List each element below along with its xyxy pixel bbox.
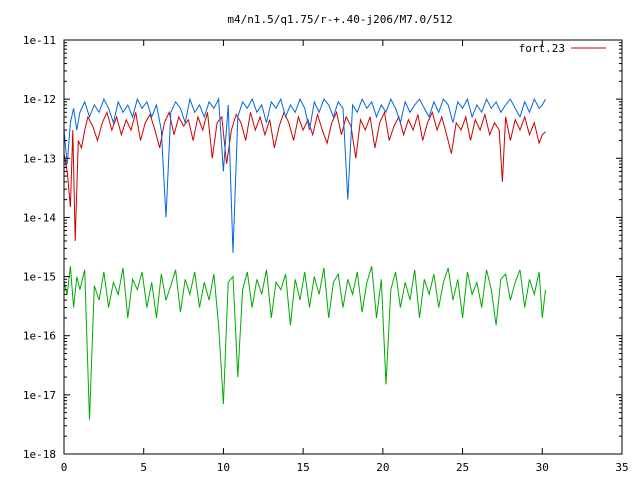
y-tick-label: 1e-17	[23, 389, 56, 402]
x-tick-label: 20	[376, 461, 389, 474]
x-tick-label: 30	[536, 461, 549, 474]
chart-title: m4/n1.5/q1.75/r-+.40-j206/M7.0/512	[227, 13, 452, 26]
plot-frame	[63, 39, 623, 455]
x-tick-label: 5	[140, 461, 147, 474]
x-tick-label: 0	[61, 461, 68, 474]
x-tick-label: 35	[615, 461, 628, 474]
legend: fort.23	[519, 42, 606, 55]
axis-layer: 0 5 10 15 20 25 30 35 1e-18 1e-17 1e-16 1e-15 1e-14 1…	[23, 34, 629, 474]
series-line-3	[63, 266, 546, 420]
series-layer	[63, 97, 546, 420]
y-tick-label: 1e-13	[23, 152, 56, 165]
y-tick-label: 1e-11	[23, 34, 56, 47]
legend-label-fort-23: fort.23	[519, 42, 565, 55]
series-line-2	[63, 97, 546, 254]
y-tick-label: 1e-18	[23, 448, 56, 461]
series-line-1	[63, 110, 546, 242]
x-tick-label: 10	[217, 461, 230, 474]
x-tick-label: 15	[297, 461, 310, 474]
y-tick-label: 1e-14	[23, 211, 56, 224]
y-tick-label: 1e-12	[23, 93, 56, 106]
x-tick-label: 25	[456, 461, 469, 474]
y-tick-label: 1e-15	[23, 271, 56, 284]
y-tick-label: 1e-16	[23, 330, 56, 343]
